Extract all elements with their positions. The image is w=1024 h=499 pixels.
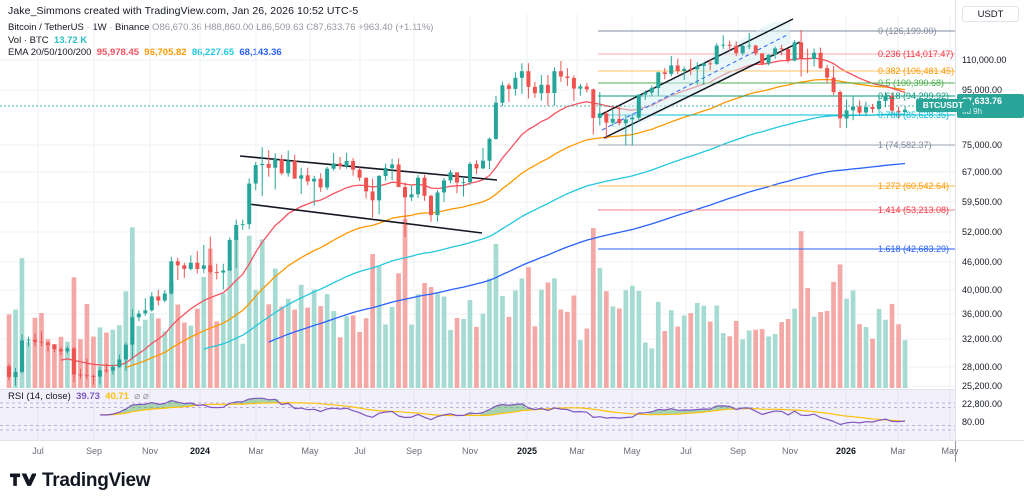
- price-scale-unit: USDT: [962, 6, 1019, 22]
- price-scale-label: 67,000.00: [962, 167, 1003, 177]
- price-scale-label: 46,000.00: [962, 257, 1003, 267]
- legend-close-value: 87,633.76: [313, 22, 356, 33]
- legend-sep-1: ·: [83, 22, 93, 33]
- legend-ema-row[interactable]: EMA 20/50/100/200 95,978.45 96,705.82 86…: [8, 47, 433, 60]
- tradingview-logo-icon: [10, 473, 36, 486]
- fib-level-label: 1 (74,582.37): [878, 140, 932, 150]
- legend-symbol[interactable]: Bitcoin / TetherUS: [8, 22, 84, 33]
- time-scale-label: 2024: [189, 446, 211, 456]
- eye-off-icon[interactable]: ⌀: [134, 391, 141, 402]
- symbol-price-tag: BTCUSDT: [916, 99, 970, 112]
- eye-off-icon-2[interactable]: ⌀: [142, 391, 149, 402]
- tradingview-logo: TradingView: [10, 470, 151, 492]
- legend-sep-2: ·: [106, 22, 116, 33]
- time-scale-label: Jul: [354, 446, 366, 456]
- legend-ema-label: EMA 20/50/100/200: [8, 47, 92, 58]
- time-scale-label: May: [623, 446, 641, 456]
- fib-level-label: 0.382 (106,481.45): [878, 66, 955, 76]
- fib-level-label: 0.618 (94,299.92): [878, 91, 950, 101]
- time-scale-label: 2026: [835, 446, 857, 456]
- legend-open-label: O: [152, 22, 160, 33]
- legend-ema100-value: 86,227.65: [191, 47, 235, 58]
- legend-symbol-row[interactable]: Bitcoin / TetherUS · 1W · Binance O86,67…: [8, 22, 433, 35]
- rsi-pane[interactable]: [0, 389, 955, 440]
- time-scale-label: Nov: [461, 446, 479, 456]
- chart-legend: Bitcoin / TetherUS · 1W · Binance O86,67…: [8, 22, 433, 60]
- attribution-text: Jake_Simmons created with TradingView.co…: [8, 5, 359, 17]
- time-scale-label: Mar: [890, 446, 906, 456]
- legend-ema50-value: 96,705.82: [144, 47, 187, 58]
- legend-volume-row[interactable]: Vol · BTC 13.72 K: [8, 35, 433, 48]
- legend-low-value: 86,509.63: [261, 22, 304, 33]
- price-scale-label: 22,800.00: [962, 399, 1003, 409]
- fib-level-label: 0.236 (114,017.47): [878, 49, 954, 59]
- legend-high-value: 88,860.00: [211, 22, 254, 33]
- footer: TradingView: [0, 462, 1024, 499]
- legend-low-label: L: [256, 22, 262, 33]
- price-chart-svg: [0, 14, 955, 388]
- price-scale-label: 28,000.00: [962, 362, 1003, 372]
- legend-interval[interactable]: 1W: [92, 22, 107, 33]
- price-scale-label: 59,500.00: [962, 197, 1003, 207]
- legend-ema20-value: 95,978.45: [96, 47, 140, 58]
- price-scale-label: 40,000.00: [962, 285, 1003, 295]
- rsi-ma-value: 40.71: [105, 391, 129, 402]
- price-scale-label: 95,000.00: [962, 85, 1003, 95]
- current-price-countdown: 6d 9h: [962, 107, 983, 116]
- time-scale-label: Sep: [85, 446, 103, 456]
- rsi-legend[interactable]: RSI (14, close) 39.73 40.71 ⌀ ⌀: [8, 391, 149, 402]
- time-scale[interactable]: Jul Sep Nov 2024 Mar May Jul Sep Nov 2025 Mar May Ju…: [0, 440, 1024, 463]
- legend-volume-value: 13.72 K: [53, 34, 88, 46]
- fib-level-label: 1.618 (42,683.29): [878, 244, 950, 254]
- price-scale-label: 32,000.00: [962, 334, 1003, 344]
- time-scale-label: May: [941, 446, 959, 456]
- fib-level-label: 1.272 (60,542.64): [878, 181, 950, 191]
- time-scale-label: Jul: [32, 446, 44, 456]
- time-scale-divider: [955, 441, 956, 463]
- time-scale-label: Mar: [248, 446, 264, 456]
- rsi-scale-label: 80.00: [962, 417, 985, 427]
- price-scale[interactable]: USDT 110,000.00 95,000.00 75,000.00 67,000.…: [955, 0, 1024, 454]
- current-price-value: 87,633.76: [962, 96, 1003, 106]
- fib-level-label: 0.786 (85,628.35): [878, 110, 950, 120]
- price-scale-label: 36,000.00: [962, 309, 1003, 319]
- tradingview-brand-text: TradingView: [42, 470, 151, 491]
- price-scale-label: 25,200.00: [962, 381, 1003, 391]
- time-scale-label: Nov: [781, 446, 799, 456]
- time-scale-label: May: [301, 446, 319, 456]
- time-scale-label: 2025: [516, 446, 538, 456]
- price-pane[interactable]: [0, 14, 955, 388]
- time-scale-label: Nov: [141, 446, 159, 456]
- time-scale-label: Sep: [729, 446, 747, 456]
- legend-ema200-value: 68,143.36: [239, 47, 282, 58]
- time-scale-label: Jul: [680, 446, 692, 456]
- fib-level-label: 0 (126,199.00): [878, 26, 937, 36]
- time-scale-label: Sep: [405, 446, 423, 456]
- price-scale-label: 110,000.00: [962, 55, 1007, 65]
- legend-open-value: 86,670.36: [159, 22, 202, 33]
- fib-level-label: 0.5 (100,390.68): [878, 78, 945, 88]
- legend-volume-label: Vol · BTC: [8, 34, 49, 46]
- fib-level-label: 1.414 (53,213.08): [878, 205, 950, 215]
- price-scale-label: 52,000.00: [962, 227, 1003, 237]
- legend-high-label: H: [204, 22, 212, 33]
- legend-exchange[interactable]: Binance: [115, 22, 150, 33]
- rsi-chart-svg: [0, 390, 955, 440]
- rsi-value: 39.73: [76, 391, 100, 402]
- rsi-title: RSI (14, close): [8, 391, 71, 402]
- time-scale-label: Mar: [569, 446, 585, 456]
- price-scale-label: 75,000.00: [962, 140, 1003, 150]
